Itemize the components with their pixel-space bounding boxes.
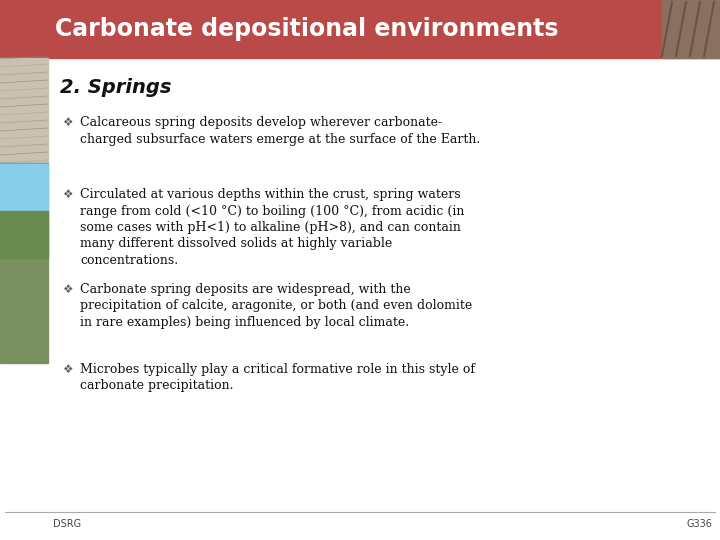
Text: DSRG: DSRG [53,519,81,529]
Text: ❖: ❖ [62,116,73,129]
Bar [0,258,48,363]
Text: Carbonate spring deposits are widespread, with the
precipitation of calcite, ara: Carbonate spring deposits are widespread… [80,283,472,329]
Bar [0,0,720,58]
Text: G336: G336 [686,519,712,529]
Text: ❖: ❖ [62,188,73,201]
Bar [0,163,48,258]
Text: Microbes typically play a critical formative role in this style of
carbonate pre: Microbes typically play a critical forma… [80,363,475,393]
Bar [0,58,48,163]
Text: Carbonate depositional environments: Carbonate depositional environments [55,17,559,41]
Bar [48,58,720,510]
Bar [0,164,48,211]
Text: Calcareous spring deposits develop wherever carbonate-
charged subsurface waters: Calcareous spring deposits develop where… [80,116,480,145]
Text: ❖: ❖ [62,283,73,296]
Bar [662,0,720,58]
Text: Circulated at various depths within the crust, spring waters
range from cold (<1: Circulated at various depths within the … [80,188,464,267]
Text: 2. Springs: 2. Springs [60,78,171,97]
Bar [0,211,48,258]
Text: ❖: ❖ [62,363,73,376]
